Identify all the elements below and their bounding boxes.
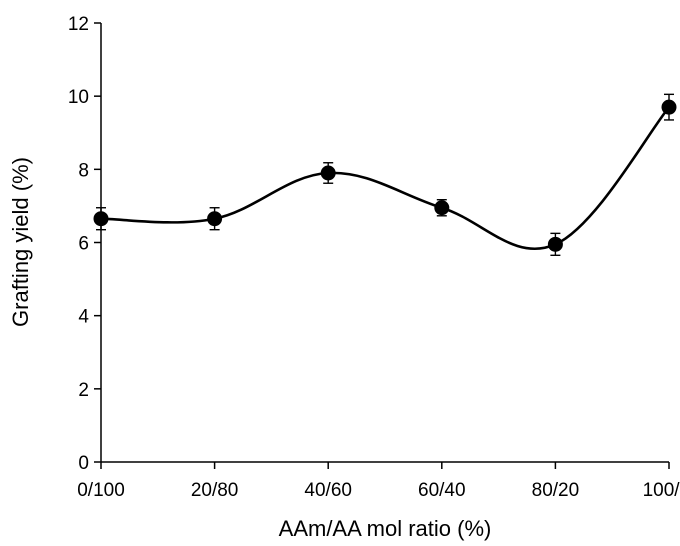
x-tick-label: 60/40: [418, 480, 466, 501]
x-tick-label: 40/60: [304, 480, 352, 501]
data-points: [93, 99, 677, 252]
data-point: [661, 99, 677, 115]
data-point: [434, 200, 450, 216]
y-axis-label: Grafting yield (%): [8, 157, 33, 327]
y-tick-label: 10: [68, 87, 89, 108]
data-point: [547, 236, 563, 252]
axes: [100, 23, 669, 463]
x-ticks: 0/100 20/80 40/60 60/40 80/20 100/ 0: [77, 462, 680, 501]
series-line: [100, 106, 671, 251]
error-bars: [96, 93, 674, 257]
x-tick-label: 0/100: [77, 480, 125, 501]
data-point: [93, 211, 109, 227]
x-tick-label: 80/20: [532, 480, 580, 501]
y-tick-label: 0: [78, 453, 89, 474]
data-point: [207, 211, 223, 227]
y-tick-label: 12: [68, 14, 89, 35]
y-tick-label: 4: [78, 307, 89, 328]
x-tick-label: 100/ 0: [643, 480, 680, 501]
x-tick-label: 20/80: [191, 480, 239, 501]
data-point: [320, 165, 336, 181]
x-axis-label: AAm/AA mol ratio (%): [279, 516, 492, 541]
y-tick-label: 8: [78, 160, 89, 181]
y-tick-label: 6: [78, 234, 89, 255]
y-tick-label: 2: [78, 380, 89, 401]
y-ticks: 0 2 4 6 8 10 12: [68, 14, 101, 474]
